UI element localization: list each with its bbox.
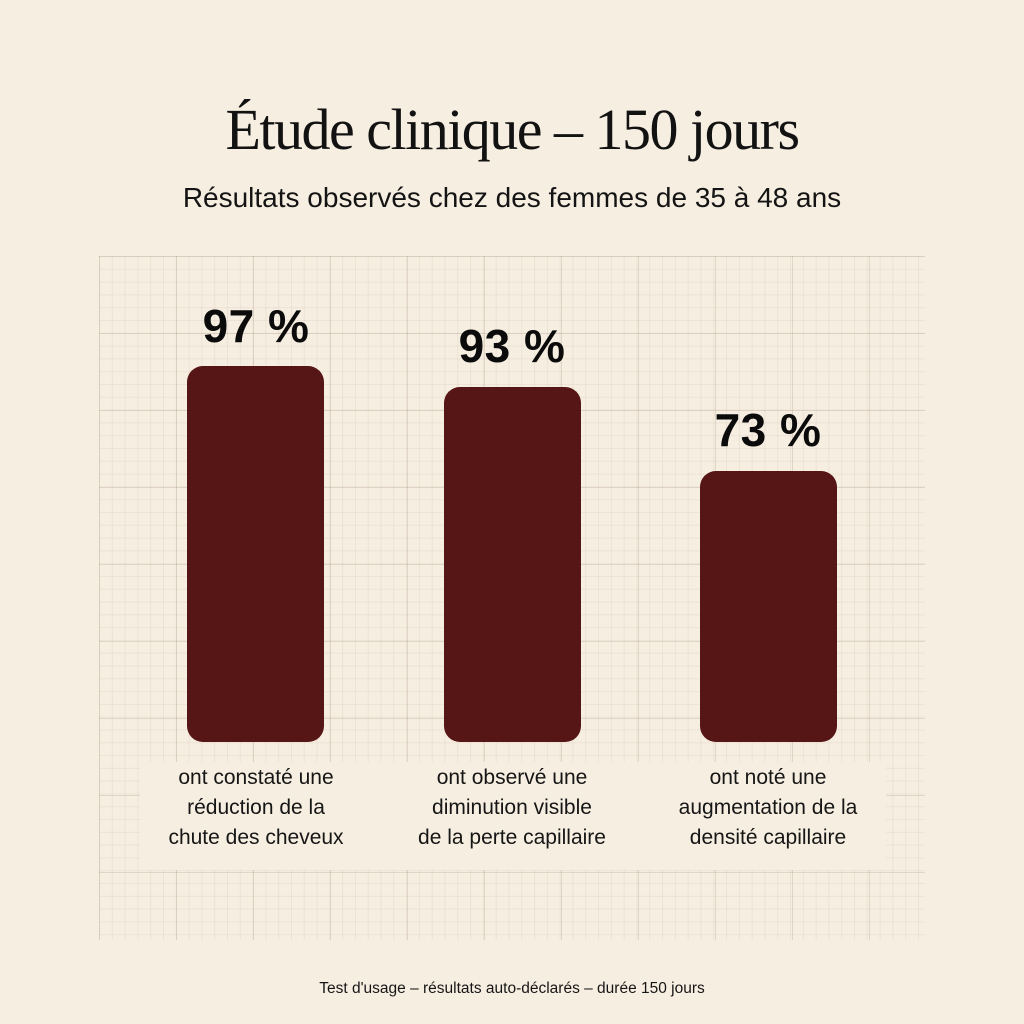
chart-subtitle: Résultats observés chez des femmes de 35… (182, 182, 842, 213)
bar-caption-3: ont noté une augmentation de la densité … (638, 763, 898, 853)
caption-line: chute des cheveux (168, 826, 344, 849)
bar-3 (700, 471, 837, 742)
chart-title: Étude clinique – 150 jours (225, 97, 800, 162)
caption-line: ont constaté une (178, 766, 334, 789)
bar-value-label-3: 73 % (714, 404, 822, 456)
bar-caption-1: ont constaté une réduction de la chute d… (126, 763, 386, 853)
bar-caption-2: ont observé une diminution visible de la… (382, 763, 642, 853)
caption-line: réduction de la (187, 796, 325, 819)
footnote: Test d'usage – résultats auto-déclarés –… (319, 980, 705, 997)
bar-value-label-2: 93 % (458, 320, 566, 372)
caption-line: densité capillaire (689, 826, 847, 849)
caption-line: diminution visible (432, 796, 592, 819)
caption-line: ont noté une (709, 766, 827, 789)
caption-line: augmentation de la (678, 796, 858, 819)
bar-2 (444, 387, 581, 742)
caption-band (140, 762, 886, 870)
caption-line: ont observé une (436, 766, 588, 789)
caption-line: de la perte capillaire (418, 826, 606, 849)
bar-1 (187, 366, 324, 742)
bar-value-label-1: 97 % (202, 300, 310, 352)
